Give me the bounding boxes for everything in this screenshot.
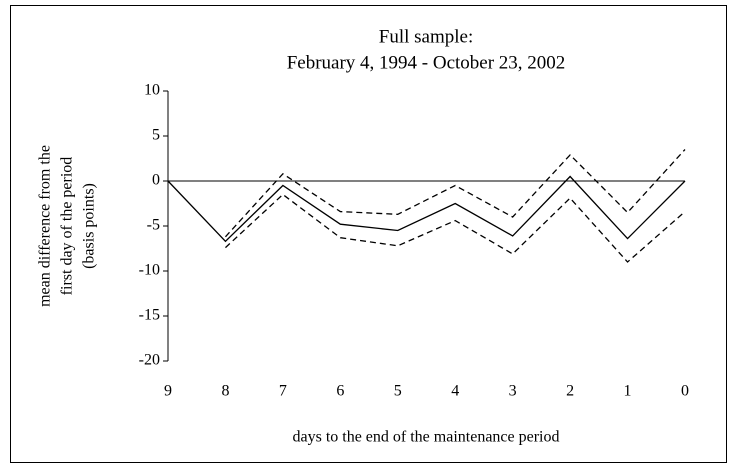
x-tick-label: 3 bbox=[509, 383, 517, 400]
y-tick-label: -10 bbox=[139, 262, 160, 279]
x-tick-label: 5 bbox=[394, 383, 402, 400]
x-tick-label: 9 bbox=[164, 383, 172, 400]
x-tick-label: 0 bbox=[681, 383, 689, 400]
y-axis-label-line: mean difference from the bbox=[37, 145, 54, 307]
x-tick-label: 6 bbox=[336, 383, 344, 400]
y-tick-label: 10 bbox=[144, 82, 160, 99]
chart-title: Full sample: bbox=[379, 26, 473, 47]
y-tick-label: -20 bbox=[139, 352, 160, 369]
x-tick-label: 1 bbox=[624, 383, 632, 400]
x-tick-label: 8 bbox=[221, 383, 229, 400]
y-tick-label: 5 bbox=[152, 127, 160, 144]
y-axis-label-line: first day of the period bbox=[59, 157, 76, 296]
data-line bbox=[224, 149, 686, 238]
y-tick-label: 0 bbox=[152, 172, 160, 189]
y-axis-label: mean difference from the first day of th… bbox=[37, 145, 98, 307]
y-tick-label: -5 bbox=[147, 217, 160, 234]
y-tick-label: -15 bbox=[139, 307, 160, 324]
x-tick-label: 2 bbox=[566, 383, 574, 400]
chart-title: February 4, 1994 - October 23, 2002 bbox=[287, 52, 566, 73]
y-axis-label-line: (basis points) bbox=[81, 183, 98, 269]
data-line bbox=[225, 193, 686, 263]
x-axis-label: days to the end of the maintenance perio… bbox=[292, 429, 559, 446]
x-tick-label: 7 bbox=[279, 383, 287, 400]
data-line bbox=[167, 175, 686, 243]
x-tick-label: 4 bbox=[451, 383, 459, 400]
chart-border bbox=[10, 5, 727, 463]
